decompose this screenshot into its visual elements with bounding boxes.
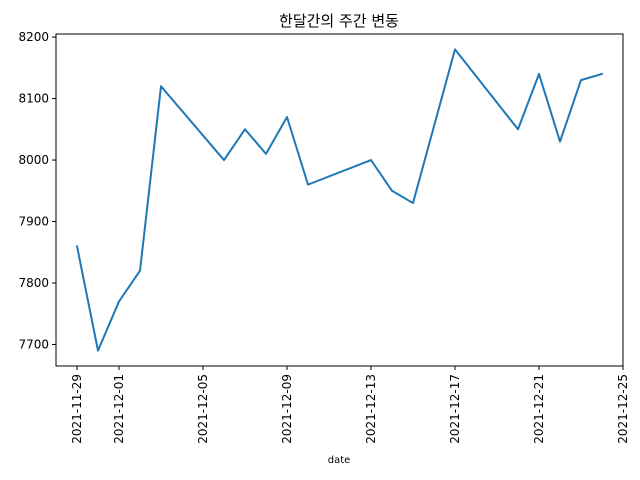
x-axis-label: date xyxy=(328,455,351,466)
plot-area: 7700 7800 7900 8000 8100 8200 2021-11-29 2021-1… xyxy=(18,30,630,444)
x-tick-label: 2021-12-05 xyxy=(196,374,210,444)
x-tick-label: 2021-12-17 xyxy=(448,374,462,444)
y-tick-label: 8100 xyxy=(18,92,49,106)
x-tick-label: 2021-12-09 xyxy=(280,374,294,444)
x-tick-label: 2021-11-29 xyxy=(70,374,84,444)
y-tick-label: 7800 xyxy=(18,276,49,290)
y-tick-label: 8200 xyxy=(18,30,49,44)
x-tick-label: 2021-12-13 xyxy=(364,374,378,444)
series-line xyxy=(76,48,603,352)
y-tick-label: 7900 xyxy=(18,215,49,229)
x-tick-label: 2021-12-01 xyxy=(112,374,126,444)
x-tick-label: 2021-12-21 xyxy=(532,374,546,444)
y-tick-label: 8000 xyxy=(18,153,49,167)
y-tick-label: 7700 xyxy=(18,337,49,351)
plot-frame xyxy=(55,33,624,367)
x-tick-label: 2021-12-25 xyxy=(616,374,630,444)
chart-title: 한달간의 주간 변동 xyxy=(279,12,399,30)
